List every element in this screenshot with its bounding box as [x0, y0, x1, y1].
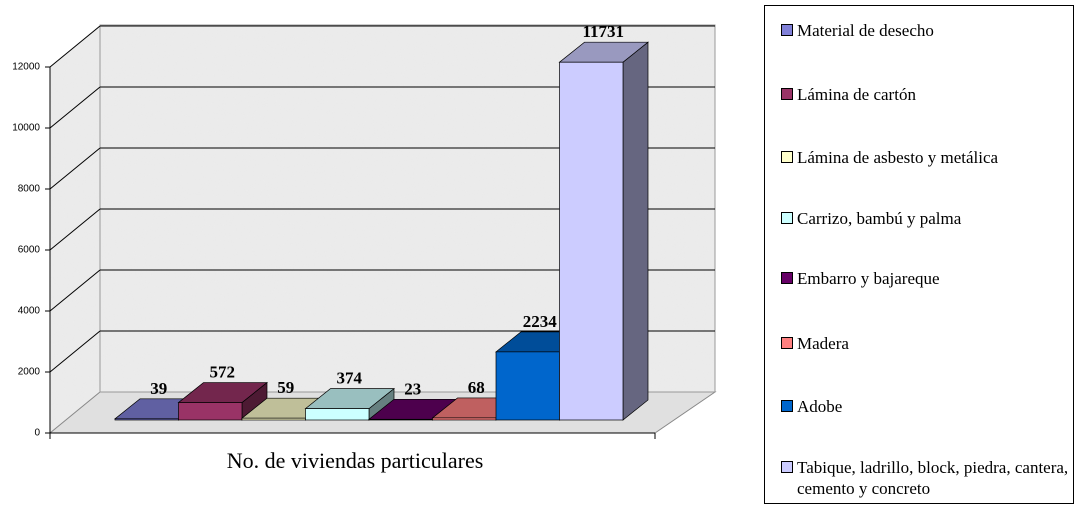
data-label: 374 — [337, 369, 363, 388]
y-tick-label: 8000 — [18, 184, 41, 195]
legend-item: Embarro y bajareque — [779, 268, 1079, 289]
data-label: 68 — [468, 378, 485, 397]
grid-line — [49, 25, 101, 68]
y-tick-label: 12000 — [12, 62, 40, 73]
legend-item: Madera — [779, 333, 1079, 354]
bar — [368, 418, 433, 421]
grid-line — [49, 330, 101, 373]
legend-label: Carrizo, bambú y palma — [797, 209, 962, 228]
legend-swatch — [781, 400, 793, 412]
legend-swatch — [781, 212, 793, 224]
y-tick-label: 2000 — [18, 367, 41, 378]
bar — [559, 61, 624, 421]
grid-line — [49, 147, 101, 190]
legend-label: Lámina de asbesto y metálica — [797, 148, 999, 167]
legend-swatch — [781, 24, 793, 36]
grid-line — [49, 208, 101, 251]
bar — [114, 418, 179, 421]
legend-item: Lámina de asbesto y metálica — [779, 147, 1079, 168]
bar-side — [622, 41, 649, 421]
legend-label: Madera — [797, 334, 849, 353]
legend-item: Carrizo, bambú y palma — [779, 208, 1079, 229]
grid-line — [49, 269, 101, 312]
legend-label: Tabique, ladrillo, block, piedra, canter… — [797, 458, 1069, 498]
legend-item: Tabique, ladrillo, block, piedra, canter… — [779, 457, 1079, 499]
legend-item: Material de desecho — [779, 20, 1079, 41]
data-label: 39 — [150, 379, 167, 398]
legend-swatch — [781, 461, 793, 473]
legend-swatch — [781, 88, 793, 100]
y-tick-label: 6000 — [18, 245, 41, 256]
legend-label: Lámina de cartón — [797, 85, 916, 104]
bar — [178, 402, 243, 421]
legend-swatch — [781, 337, 793, 349]
data-label: 23 — [404, 379, 421, 398]
legend-item: Adobe — [779, 396, 1079, 417]
y-tick-label: 0 — [34, 428, 40, 439]
legend-label: Adobe — [797, 397, 843, 416]
data-label: 572 — [210, 363, 236, 382]
bar — [305, 408, 370, 421]
data-label: 59 — [277, 378, 294, 397]
bar — [495, 351, 560, 421]
data-label: 2234 — [523, 312, 558, 331]
bar — [241, 417, 306, 421]
legend-label: Material de desecho — [797, 21, 934, 40]
legend-label: Embarro y bajareque — [797, 269, 940, 288]
legend-swatch — [781, 272, 793, 284]
legend-item: Lámina de cartón — [779, 84, 1079, 105]
bar — [432, 417, 497, 421]
legend-swatch — [781, 151, 793, 163]
legend: Material de desecho Lámina de cartón Lámin… — [764, 5, 1074, 504]
y-tick-label: 4000 — [18, 306, 41, 317]
y-tick-label: 10000 — [12, 123, 40, 134]
x-axis-label: No. de viviendas particulares — [227, 448, 484, 473]
grid-line — [49, 86, 101, 129]
data-label: 11731 — [582, 22, 624, 41]
chart: No. de viviendas particulares 0 2000 4000 6… — [12, 22, 717, 473]
